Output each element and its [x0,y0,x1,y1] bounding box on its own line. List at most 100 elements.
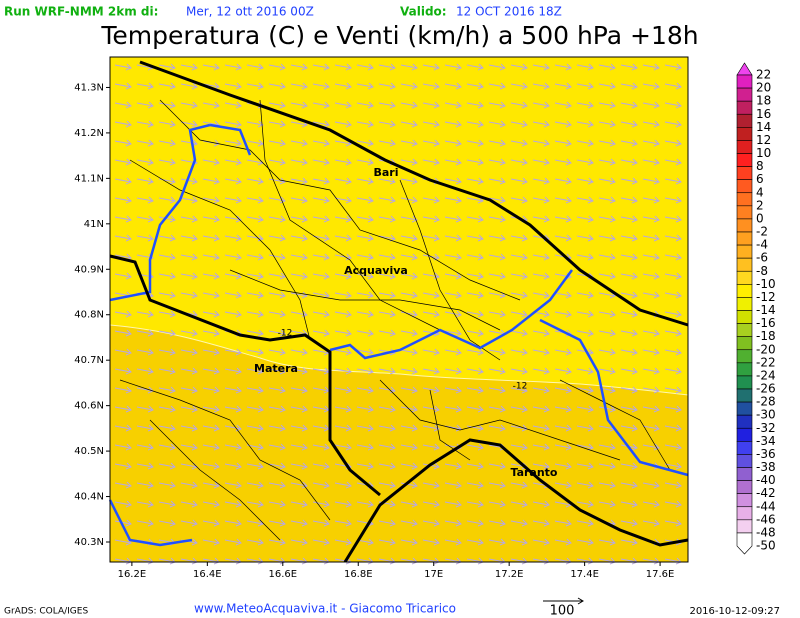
wind-arrow [642,405,660,413]
wind-arrow [158,291,176,299]
wind-arrow [554,63,572,71]
wind-arrow [268,386,286,394]
wind-arrow [400,234,418,242]
colorbar-box [736,336,753,351]
wind-arrow [268,139,286,147]
wind-arrow [642,500,660,508]
wind-arrow [136,367,154,375]
wind-arrow [642,386,660,394]
wind-arrow [378,82,396,90]
wind-arrow [224,234,242,242]
wind-arrow [642,158,660,166]
wind-arrow [620,291,638,299]
colorbar-box [736,270,753,285]
wind-arrow [598,215,616,223]
wind-arrow [268,424,286,432]
wind-arrow [312,196,330,204]
wind-arrow [246,234,264,242]
wind-arrow [290,177,308,185]
wind-arrow [664,367,682,375]
wind-arrow [114,329,132,337]
colorbar-label: 10 [756,146,771,160]
wind-arrow [510,291,528,299]
wind-arrow [444,272,462,280]
wind-arrow [554,443,572,451]
wind-arrow [246,215,264,223]
wind-arrow [576,101,594,109]
wind-arrow [136,462,154,470]
colorbar-label: -30 [756,408,776,422]
wind-arrow [510,120,528,128]
province-borders [108,123,689,547]
wind-arrow [114,158,132,166]
wind-arrow [620,348,638,356]
wind-arrow [224,500,242,508]
wind-arrow [488,253,506,261]
wind-arrow [598,329,616,337]
wind-arrow [114,538,132,546]
wind-arrow [246,481,264,489]
wind-arrow [312,443,330,451]
wind-arrow [356,462,374,470]
wind-arrow [268,348,286,356]
wind-arrow [290,196,308,204]
colorbar-label: -18 [756,329,776,343]
colorbar-box [736,493,753,508]
wind-arrow [576,139,594,147]
wind-arrow [136,120,154,128]
wind-arrow [114,272,132,280]
wind-arrow [444,196,462,204]
wind-arrow [180,386,198,394]
wind-arrow [224,196,242,204]
wind-arrow [488,82,506,90]
wind-arrow [312,120,330,128]
colorbar-box [736,454,753,468]
wind-arrow [268,196,286,204]
wind-arrow [620,272,638,280]
wind-arrow [532,253,550,261]
colorbar-label: -12 [756,290,776,304]
wind-arrow [444,139,462,147]
wind-arrow [158,367,176,375]
wind-arrow [180,120,198,128]
wind-arrow [268,272,286,280]
valid-date: 12 OCT 2016 18Z [456,5,562,19]
wind-arrow [488,291,506,299]
wind-arrow [488,234,506,242]
wind-arrow [576,158,594,166]
wind-arrow [268,367,286,375]
wind-arrow [422,139,440,147]
wind-arrow [620,462,638,470]
wind-arrow [334,101,352,109]
x-tick-label: 16.8E [344,569,373,580]
wind-arrow [510,101,528,109]
wind-arrow [532,386,550,394]
wind-arrow [114,196,132,204]
colorbar-box [736,349,753,364]
title: Temperatura (C) e Venti (km/h) a 500 hPa… [100,21,698,50]
city-label: Taranto [510,466,557,479]
wind-arrow [400,367,418,375]
wind-arrow [488,500,506,508]
wind-arrow [290,310,308,318]
wind-arrow [510,158,528,166]
wind-arrow [378,291,396,299]
wind-arrow [400,196,418,204]
wind-arrow [268,63,286,71]
wind-arrow [378,253,396,261]
wind-arrow [598,139,616,147]
wind-arrow [312,310,330,318]
wind-arrow [620,424,638,432]
wind-arrow [422,120,440,128]
wind-arrow [598,405,616,413]
wind-arrow [554,519,572,527]
wind-arrow [268,120,286,128]
wind-arrow [246,424,264,432]
wind-arrow [444,120,462,128]
city-label: Acquaviva [344,264,408,277]
wind-arrow [246,329,264,337]
wind-arrow [378,196,396,204]
wind-arrow [664,272,682,280]
wind-arrow [532,519,550,527]
wind-arrow [158,481,176,489]
